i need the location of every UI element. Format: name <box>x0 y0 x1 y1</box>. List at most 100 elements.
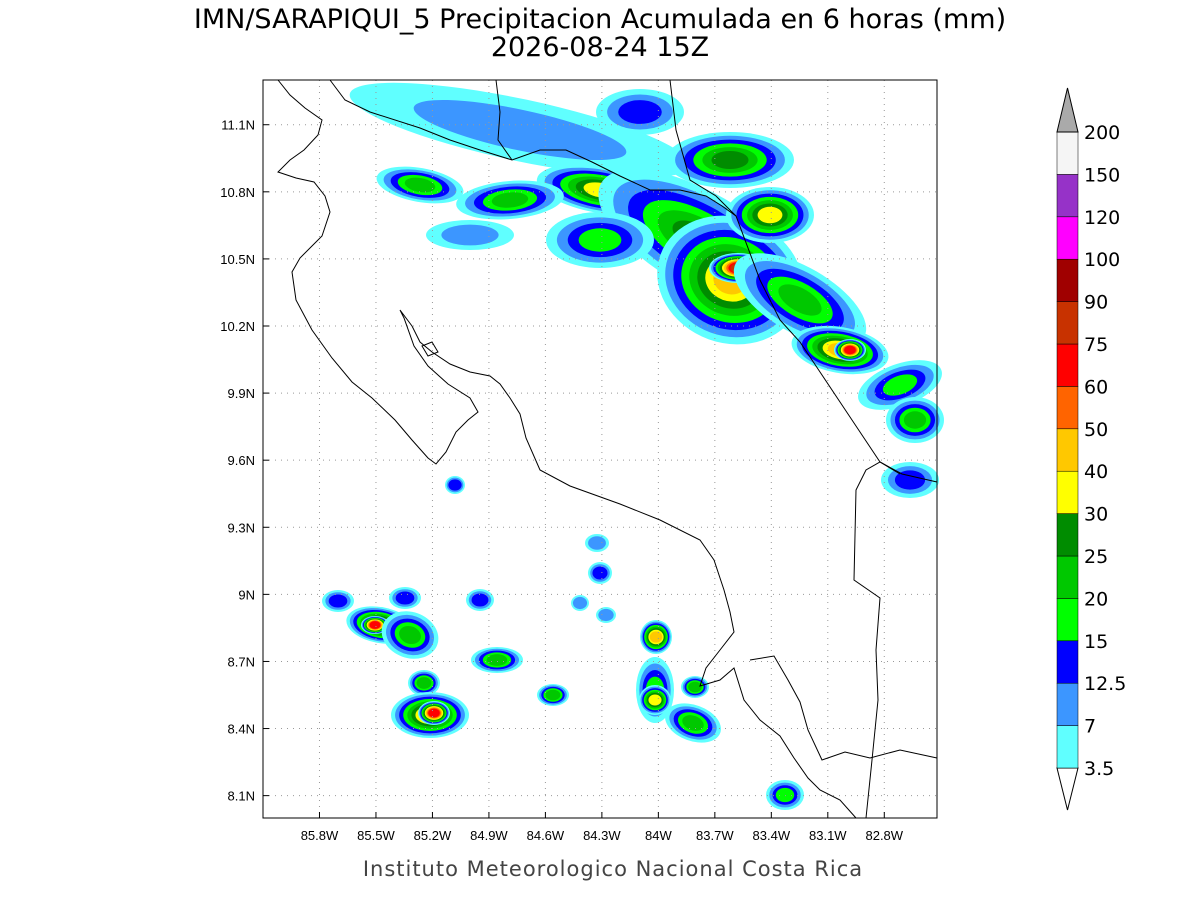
x-tick-label: 83.4W <box>753 828 791 843</box>
rain-contour <box>578 228 622 252</box>
colorbar-label: 120 <box>1084 207 1120 229</box>
colorbar-triangle <box>1056 87 1079 133</box>
colorbar-segment <box>1056 386 1079 430</box>
rain-contour <box>688 681 702 693</box>
colorbar-label: 100 <box>1084 249 1120 271</box>
colorbar-label: 90 <box>1084 292 1108 314</box>
colorbar-segment <box>1056 301 1079 345</box>
rain-contour <box>404 177 436 193</box>
colorbar-segment <box>1056 470 1079 514</box>
rain-contour <box>682 715 704 731</box>
rain-contour <box>491 192 529 208</box>
rain-contour <box>711 150 749 170</box>
map-subtitle: 2026-08-24 15Z <box>491 32 709 63</box>
rain-contour <box>894 470 926 490</box>
y-tick-label: 9.3N <box>228 520 255 535</box>
y-tick-label: 11.1N <box>221 118 255 133</box>
rain-contour <box>399 625 421 645</box>
coastline <box>329 79 938 483</box>
grid: 85.8W 85.5W 85.2W 84.9W 84.6W 84.3W 84W 83.7W 83… <box>220 80 937 843</box>
colorbar-triangle <box>1056 767 1079 811</box>
rain-contour <box>775 787 795 803</box>
colorbar-segment <box>1056 640 1079 684</box>
colorbar-label: 200 <box>1084 122 1120 144</box>
rain-contour <box>648 694 662 706</box>
colorbar-label: 30 <box>1084 504 1108 526</box>
colorbar-label: 60 <box>1084 376 1108 398</box>
colorbar-label: 7 <box>1084 716 1096 738</box>
rain-contour <box>778 284 822 316</box>
colorbar-segment <box>1056 513 1079 557</box>
rain-contour <box>413 99 627 161</box>
x-tick-label: 84.6W <box>527 828 565 843</box>
y-tick-label: 8.7N <box>228 654 255 669</box>
colorbar-label: 75 <box>1084 334 1108 356</box>
colorbar-segment <box>1056 725 1079 769</box>
rain-contour <box>598 608 614 622</box>
x-tick-label: 84W <box>645 828 672 843</box>
y-tick-label: 8.1N <box>228 789 255 804</box>
rain-contour <box>572 596 588 610</box>
rain-contour <box>903 411 927 429</box>
y-tick-label: 10.5N <box>220 252 255 267</box>
rain-contour <box>757 206 783 224</box>
colorbar-segment <box>1056 131 1079 175</box>
rain-contour <box>395 591 415 605</box>
x-tick-label: 83.7W <box>696 828 734 843</box>
colorbar-segment <box>1056 598 1079 642</box>
colorbar-segment <box>1056 174 1079 218</box>
colorbar-segment <box>1056 682 1079 726</box>
rain-contour <box>592 566 608 580</box>
y-tick-label: 10.8N <box>220 185 255 200</box>
x-tick-label: 83.1W <box>809 828 847 843</box>
island <box>421 341 439 357</box>
colorbar-label: 150 <box>1084 164 1120 186</box>
x-tick-label: 85.8W <box>301 828 339 843</box>
rain-contour <box>588 536 606 550</box>
border <box>853 461 901 819</box>
rain-contour <box>448 479 462 491</box>
rain-contour <box>618 100 662 124</box>
colorbar-label: 25 <box>1084 546 1108 568</box>
colorbar: 3.5 7 12.5 15 20 25 30 40 50 60 75 90 100 120 150 200 <box>1056 87 1126 811</box>
rain-contour <box>545 689 561 701</box>
border <box>495 79 513 161</box>
map-frame <box>262 79 938 819</box>
coastline <box>277 79 857 819</box>
colorbar-segment <box>1056 258 1079 302</box>
rain-contour <box>428 708 440 718</box>
colorbar-label: 20 <box>1084 588 1108 610</box>
rain-contour <box>882 374 918 396</box>
colorbar-segment <box>1056 428 1079 472</box>
y-tick-label: 10.2N <box>220 319 255 334</box>
colorbar-label: 3.5 <box>1084 758 1114 780</box>
colorbar-segment <box>1056 343 1079 387</box>
footer: Instituto Meteorologico Nacional Costa R… <box>363 857 863 881</box>
coastline <box>749 655 938 761</box>
map-title: IMN/SARAPIQUI_5 Precipitacion Acumulada … <box>194 4 1006 35</box>
rain-contour <box>471 593 489 607</box>
rain-contour <box>416 677 432 689</box>
y-tick-label: 8.4N <box>228 722 255 737</box>
colorbar-segment <box>1056 216 1079 260</box>
y-tick-label: 9.9N <box>228 386 255 401</box>
rain-contour <box>844 345 856 355</box>
x-tick-label: 85.5W <box>357 828 395 843</box>
x-tick-label: 84.9W <box>470 828 508 843</box>
precipitation-field <box>322 82 944 810</box>
rain-contour <box>649 631 663 643</box>
rain-contour <box>369 621 381 629</box>
rain-contour <box>328 594 348 608</box>
rain-contour <box>441 224 499 246</box>
colorbar-label: 50 <box>1084 419 1108 441</box>
y-tick-label: 9N <box>238 587 255 602</box>
colorbar-label: 40 <box>1084 461 1108 483</box>
y-tick-label: 9.6N <box>228 453 255 468</box>
coastlines <box>277 79 938 819</box>
border <box>669 79 737 217</box>
rain-contour <box>486 654 508 666</box>
x-tick-label: 85.2W <box>414 828 452 843</box>
x-tick-label: 84.3W <box>583 828 621 843</box>
colorbar-label: 15 <box>1084 631 1108 653</box>
